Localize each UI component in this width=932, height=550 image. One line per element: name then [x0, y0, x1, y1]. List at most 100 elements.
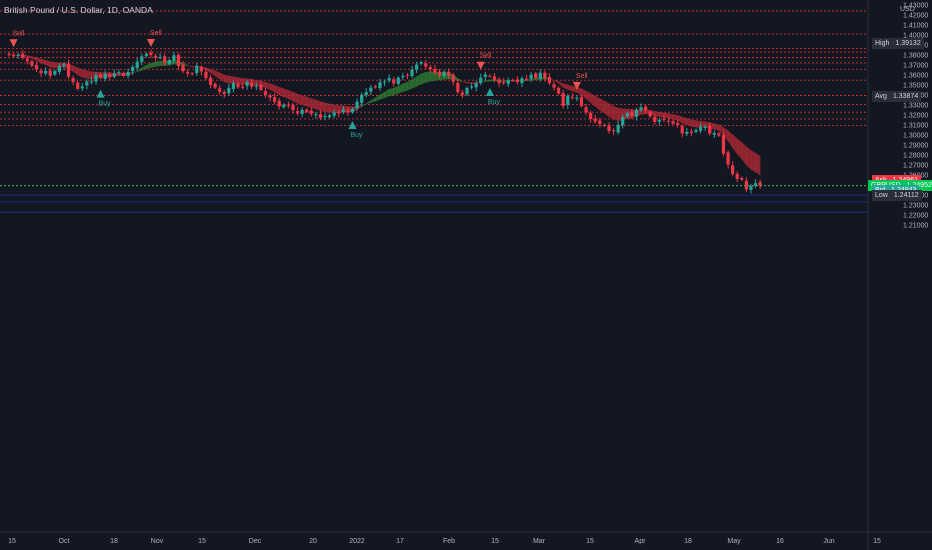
ma-band-segment	[599, 98, 605, 114]
candle-body	[579, 97, 584, 106]
y-tick-label: 1.29000	[903, 143, 928, 150]
candle-body	[57, 66, 61, 72]
ma-band-segment	[407, 79, 413, 91]
x-tick-label: 18	[110, 538, 118, 545]
buy-signal-label: Buy	[99, 101, 112, 108]
ma-band-segment	[553, 79, 559, 84]
candle-body	[575, 97, 579, 99]
candle-body	[744, 180, 748, 190]
candle-body	[657, 120, 661, 122]
ma-band-segment	[393, 85, 399, 96]
ma-band-segment	[398, 83, 404, 94]
ma-band-segment	[379, 91, 385, 100]
candle-body	[689, 131, 694, 133]
candle-body	[121, 72, 126, 76]
candle-body	[570, 96, 574, 98]
y-tick-label: 1.41000	[903, 23, 928, 30]
candle-body	[305, 109, 309, 112]
candle-body	[199, 67, 203, 72]
candle-body	[295, 111, 300, 114]
ma-band-segment	[485, 79, 491, 82]
ma-band-segment	[732, 134, 738, 155]
ma-band-segment	[77, 67, 83, 78]
candle-body	[369, 87, 373, 92]
candle-body	[584, 107, 588, 113]
sell-signal-label: Sell	[576, 73, 588, 80]
price-tag-high: High 1.39132	[872, 38, 924, 50]
candle-body	[80, 86, 84, 89]
ma-band-segment	[613, 105, 619, 121]
candle-body	[71, 78, 75, 83]
x-tick-label: 16	[776, 538, 784, 545]
sell-signal-marker	[476, 61, 485, 70]
candle-body	[465, 88, 469, 95]
candle-body	[66, 63, 71, 77]
candle-body	[671, 121, 675, 124]
candle-body	[341, 109, 345, 113]
candle-body	[227, 87, 231, 94]
ma-band-segment	[283, 88, 289, 99]
candle-body	[318, 114, 323, 118]
candle-body	[703, 126, 707, 128]
candle-body	[30, 61, 34, 66]
price-tag-value: 1.24112	[890, 190, 922, 202]
ma-band-segment	[590, 93, 596, 108]
candle-body	[424, 63, 428, 67]
candle-body	[337, 112, 341, 114]
candle-body	[708, 126, 712, 134]
x-tick-label: Dec	[249, 538, 262, 545]
ma-band-segment	[370, 97, 376, 103]
ma-band-segment	[146, 62, 152, 70]
buy-signal-label: Buy	[488, 99, 501, 106]
x-tick-label: 15	[8, 538, 16, 545]
ma-band-segment	[558, 81, 564, 89]
ma-band-segment	[585, 90, 591, 104]
candle-body	[62, 64, 66, 67]
chart-title: British Pound / U.S. Dollar, 1D, OANDA	[4, 5, 153, 15]
candle-body	[135, 61, 139, 69]
candle-body	[616, 124, 620, 133]
ma-band-segment	[269, 83, 275, 93]
candle-body	[144, 53, 148, 56]
candle-body	[602, 124, 606, 126]
ma-band-segment	[663, 112, 669, 119]
ma-band-segment	[72, 65, 78, 76]
candle-body	[89, 81, 94, 83]
candle-body	[630, 112, 634, 116]
candle-body	[360, 94, 364, 103]
candle-body	[648, 111, 652, 117]
candle-body	[7, 53, 11, 55]
candle-body	[350, 109, 355, 113]
ma-band-segment	[695, 120, 701, 128]
ma-band-segment	[677, 115, 683, 124]
ma-band-segment	[691, 119, 697, 128]
candle-body	[117, 72, 121, 74]
y-tick-label: 1.32000	[903, 113, 928, 120]
candle-body	[451, 74, 455, 82]
candle-body	[186, 71, 190, 74]
candle-body	[644, 106, 648, 111]
ma-band-segment	[306, 96, 312, 109]
candle-body	[538, 72, 542, 79]
y-tick-label: 1.40000	[903, 33, 928, 40]
x-tick-label: May	[727, 538, 741, 545]
price-tag-label: Low	[872, 190, 891, 202]
candle-body	[39, 70, 43, 74]
candle-body	[167, 60, 171, 64]
ma-band-segment	[388, 87, 394, 97]
candle-body	[662, 118, 666, 120]
buy-signal-marker	[348, 121, 357, 129]
ma-band-segment	[333, 104, 340, 113]
candle-body	[433, 68, 437, 73]
candle-body	[740, 178, 744, 180]
candle-body	[76, 82, 80, 89]
candle-body	[415, 64, 419, 70]
y-tick-label: 1.27000	[903, 163, 928, 170]
candle-body	[680, 126, 684, 134]
candle-body	[698, 126, 703, 131]
sell-signal-label: Sell	[480, 53, 492, 60]
candle-body	[758, 182, 762, 186]
candle-body	[561, 93, 565, 106]
x-tick-label: Jun	[823, 538, 834, 545]
